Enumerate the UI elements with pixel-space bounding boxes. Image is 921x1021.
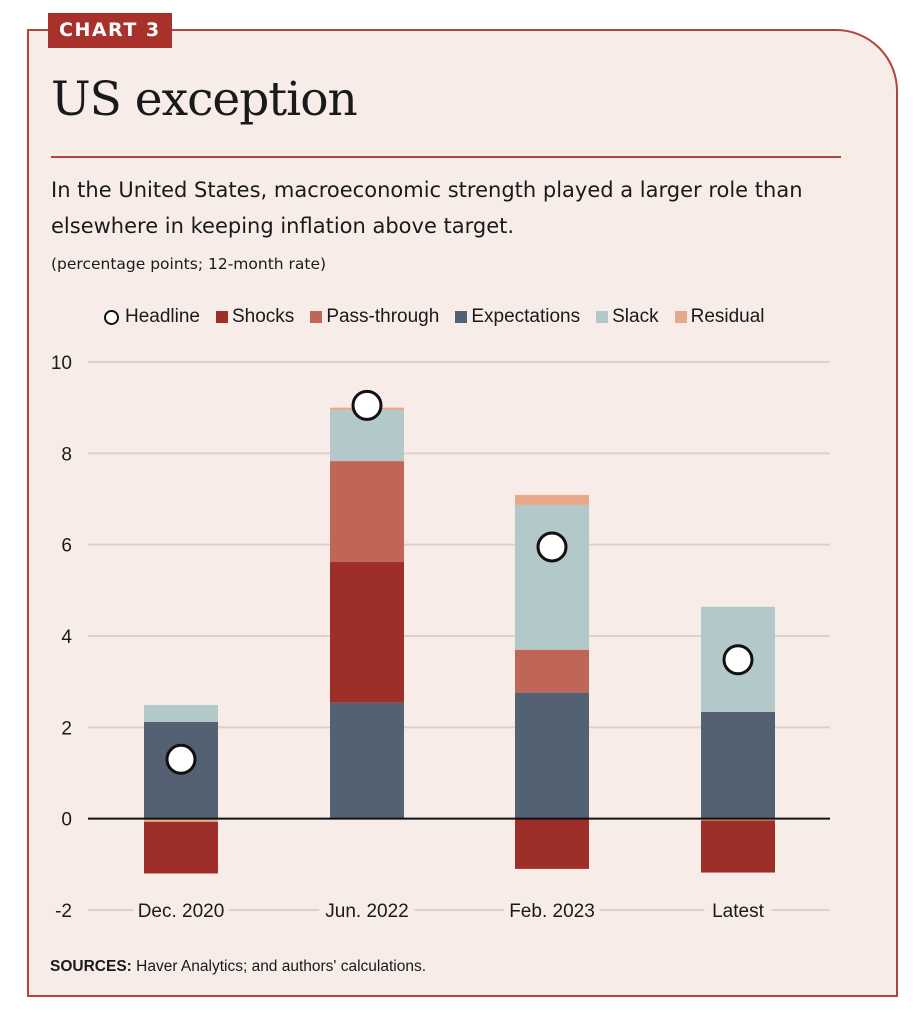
headline-point xyxy=(351,389,383,421)
legend-item-slack: Slack xyxy=(596,306,659,328)
y-tick-label: 10 xyxy=(51,353,72,374)
bar-segment-expectations xyxy=(330,702,404,819)
legend-item-residual: Residual xyxy=(674,306,765,328)
bar-segment-expectations xyxy=(515,692,589,819)
headline-point xyxy=(722,644,754,676)
chart-subtitle: In the United States, macroeconomic stre… xyxy=(51,178,803,238)
bar-segment-pass-through xyxy=(515,649,589,693)
bar-segment-shocks xyxy=(144,821,218,874)
legend-label: Shocks xyxy=(232,306,295,327)
chart-title: US exception xyxy=(51,72,358,127)
bars xyxy=(144,407,775,874)
headline-points xyxy=(165,389,754,775)
headline-point xyxy=(165,743,197,775)
legend-label: Residual xyxy=(690,306,765,327)
legend-item-pass-through: Pass-through xyxy=(310,306,439,328)
y-tick-label: 6 xyxy=(61,536,72,557)
legend-label: Headline xyxy=(125,306,200,327)
legend-swatch-icon xyxy=(216,311,228,323)
bar-segment-residual xyxy=(144,818,218,822)
x-category-label: Jun. 2022 xyxy=(325,901,408,922)
bar-segment-shocks xyxy=(701,820,775,873)
legend-item-headline: Headline xyxy=(104,306,200,328)
bar-segment-residual xyxy=(515,494,589,505)
x-category-label: Feb. 2023 xyxy=(509,901,595,922)
chart-number-badge: CHART 3 xyxy=(48,13,172,48)
legend-swatch-icon xyxy=(674,311,687,323)
legend-label: Pass-through xyxy=(326,306,440,327)
legend-label: Expectations xyxy=(471,306,581,327)
y-tick-labels: 10 8 6 4 2 0 -2 xyxy=(51,353,73,922)
y-tick-label: 2 xyxy=(61,718,72,739)
label-mask xyxy=(704,898,772,922)
x-category-labels: Dec. 2020 Jun. 2022 Feb. 2023 Latest xyxy=(133,898,772,922)
sources-text: Haver Analytics; and authors' calculatio… xyxy=(131,958,426,975)
bar-segment-pass-through xyxy=(330,461,404,563)
legend-item-expectations: Expectations xyxy=(455,306,580,328)
legend-swatch-icon xyxy=(310,311,323,323)
x-category-label: Latest xyxy=(712,901,764,922)
label-mask xyxy=(133,898,229,922)
headline-point xyxy=(536,531,568,563)
bar-segment-slack xyxy=(515,504,589,650)
legend: Headline Shocks Pass-through Expectation… xyxy=(104,306,781,328)
title-divider xyxy=(51,156,841,158)
units-note: (percentage points; 12-month rate) xyxy=(51,255,327,273)
y-tick-label: -2 xyxy=(55,901,72,922)
label-mask xyxy=(504,898,600,922)
legend-swatch-icon xyxy=(455,311,468,323)
label-mask xyxy=(319,898,415,922)
legend-swatch-icon xyxy=(596,311,609,323)
bar-segment-slack xyxy=(144,704,218,722)
legend-item-shocks: Shocks xyxy=(216,306,294,328)
bar-segment-shocks xyxy=(515,818,589,869)
y-tick-label: 8 xyxy=(61,444,72,465)
bar-segment-shocks xyxy=(330,562,404,703)
bar-segment-expectations xyxy=(701,711,775,819)
y-tick-label: 0 xyxy=(61,810,72,831)
y-tick-label: 4 xyxy=(61,627,72,648)
legend-circle-icon xyxy=(104,309,119,325)
x-category-label: Dec. 2020 xyxy=(138,901,225,922)
legend-label: Slack xyxy=(612,306,659,327)
sources-label: SOURCES: xyxy=(50,958,132,975)
sources-note: SOURCES: Haver Analytics; and authors' c… xyxy=(50,958,426,976)
